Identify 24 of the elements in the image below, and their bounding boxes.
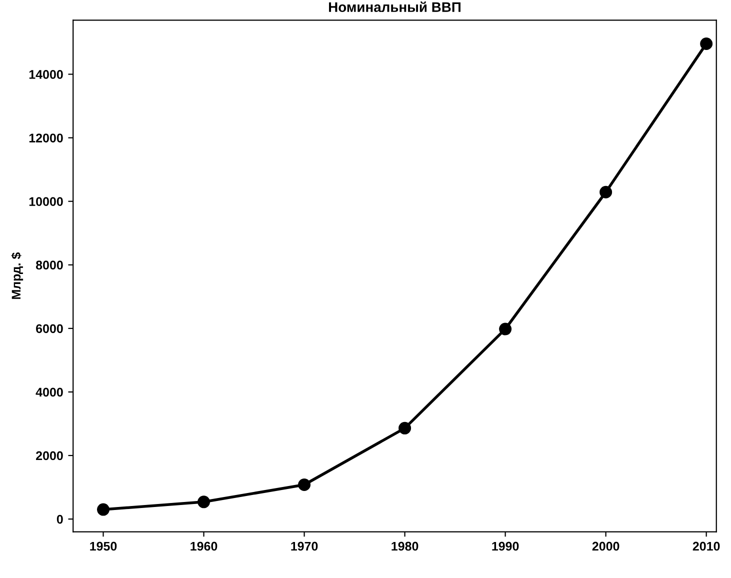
x-tick-label: 1960 — [190, 542, 218, 551]
chart-title: Номинальный ВВП — [329, 2, 460, 12]
x-tick-label: 2000 — [592, 542, 620, 551]
y-tick-label: 0 — [56, 514, 63, 524]
y-tick-label: 4000 — [36, 388, 63, 397]
x-tick-label: 1970 — [291, 542, 318, 551]
x-tick-label: 1990 — [492, 542, 519, 551]
point — [700, 37, 713, 50]
x-tick-label: 1980 — [392, 542, 418, 551]
y-tick-label: 2000 — [36, 451, 63, 460]
y-tick-label: 10000 — [29, 197, 63, 206]
point — [600, 186, 612, 198]
point — [97, 503, 110, 516]
point — [398, 422, 412, 434]
point — [499, 322, 512, 336]
point — [198, 496, 210, 508]
y-axis-title: Млрд. $ — [11, 252, 24, 299]
x-tick-label: 2010 — [692, 542, 720, 551]
y-tick-label: 14000 — [29, 70, 63, 79]
y-tick-label: 12000 — [29, 134, 63, 142]
x-tick-label: 1950 — [90, 542, 117, 551]
y-tick-label: 6000 — [36, 324, 63, 334]
point — [298, 478, 311, 491]
y-tick-label: 8000 — [36, 260, 63, 270]
